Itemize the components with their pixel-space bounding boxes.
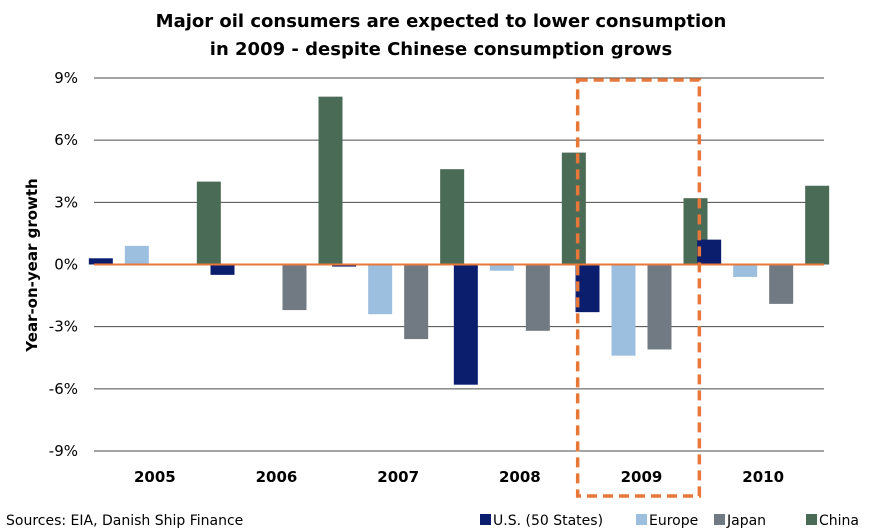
bar-japan-2010 (769, 264, 794, 304)
bar-japan-2009 (647, 264, 672, 350)
bar-china-2006 (318, 96, 343, 265)
source-note: Sources: EIA, Danish Ship Finance (6, 513, 243, 529)
y-axis-ticks: 9% 6% 3% 0% -3% -6% -9% (49, 69, 78, 460)
bar-china-2005 (196, 181, 221, 265)
legend: U.S. (50 States) Europe Japan China (480, 513, 859, 529)
bar-us-2009 (575, 264, 600, 313)
bar-europe-2008 (489, 264, 514, 271)
y-tick-label: 6% (54, 131, 78, 149)
x-tick-label: 2008 (499, 468, 541, 486)
y-tick-label: -6% (49, 380, 78, 398)
bar-japan-2007 (404, 264, 429, 340)
x-tick-label: 2007 (377, 468, 419, 486)
chart-title-line-2: in 2009 - despite Chinese consumption gr… (210, 39, 672, 60)
legend-swatch (636, 514, 647, 525)
bar-china-2007 (440, 169, 465, 265)
y-tick-label: -3% (49, 318, 78, 336)
bar-japan-2006 (282, 264, 307, 311)
bar-us-2010 (697, 239, 722, 265)
legend-label: China (819, 513, 859, 529)
x-tick-label: 2010 (742, 468, 784, 486)
y-tick-label: -9% (49, 442, 78, 460)
bar-china-2008 (561, 152, 586, 265)
bar-japan-2008 (525, 264, 550, 331)
bar-us-2007 (332, 264, 357, 267)
legend-label: Europe (649, 513, 698, 529)
legend-swatch (714, 514, 725, 525)
legend-swatch (480, 514, 491, 525)
bar-europe-2005 (124, 245, 149, 265)
highlight-layer (575, 78, 702, 498)
bar-china-2010 (805, 185, 830, 265)
chart-title-line-1: Major oil consumers are expected to lowe… (156, 11, 727, 32)
x-axis-ticks: 2005 2006 2007 2008 2009 2010 (134, 468, 784, 486)
y-tick-label: 9% (54, 69, 78, 87)
legend-swatch (806, 514, 817, 525)
y-axis-label: Year-on-year growth (23, 178, 41, 352)
x-tick-label: 2006 (256, 468, 298, 486)
legend-label: Japan (726, 513, 766, 529)
highlight-box-2009 (575, 78, 702, 498)
bars (88, 96, 830, 385)
bar-us-2005 (88, 258, 113, 265)
bar-europe-2007 (368, 264, 393, 315)
x-tick-label: 2005 (134, 468, 176, 486)
bar-us-2008 (453, 264, 478, 385)
legend-label: U.S. (50 States) (493, 513, 603, 529)
bar-europe-2009 (611, 264, 636, 356)
x-tick-label: 2009 (621, 468, 663, 486)
y-tick-label: 3% (54, 193, 78, 211)
bar-europe-2010 (733, 264, 758, 277)
y-tick-label: 0% (54, 256, 78, 274)
bar-us-2006 (210, 264, 235, 275)
